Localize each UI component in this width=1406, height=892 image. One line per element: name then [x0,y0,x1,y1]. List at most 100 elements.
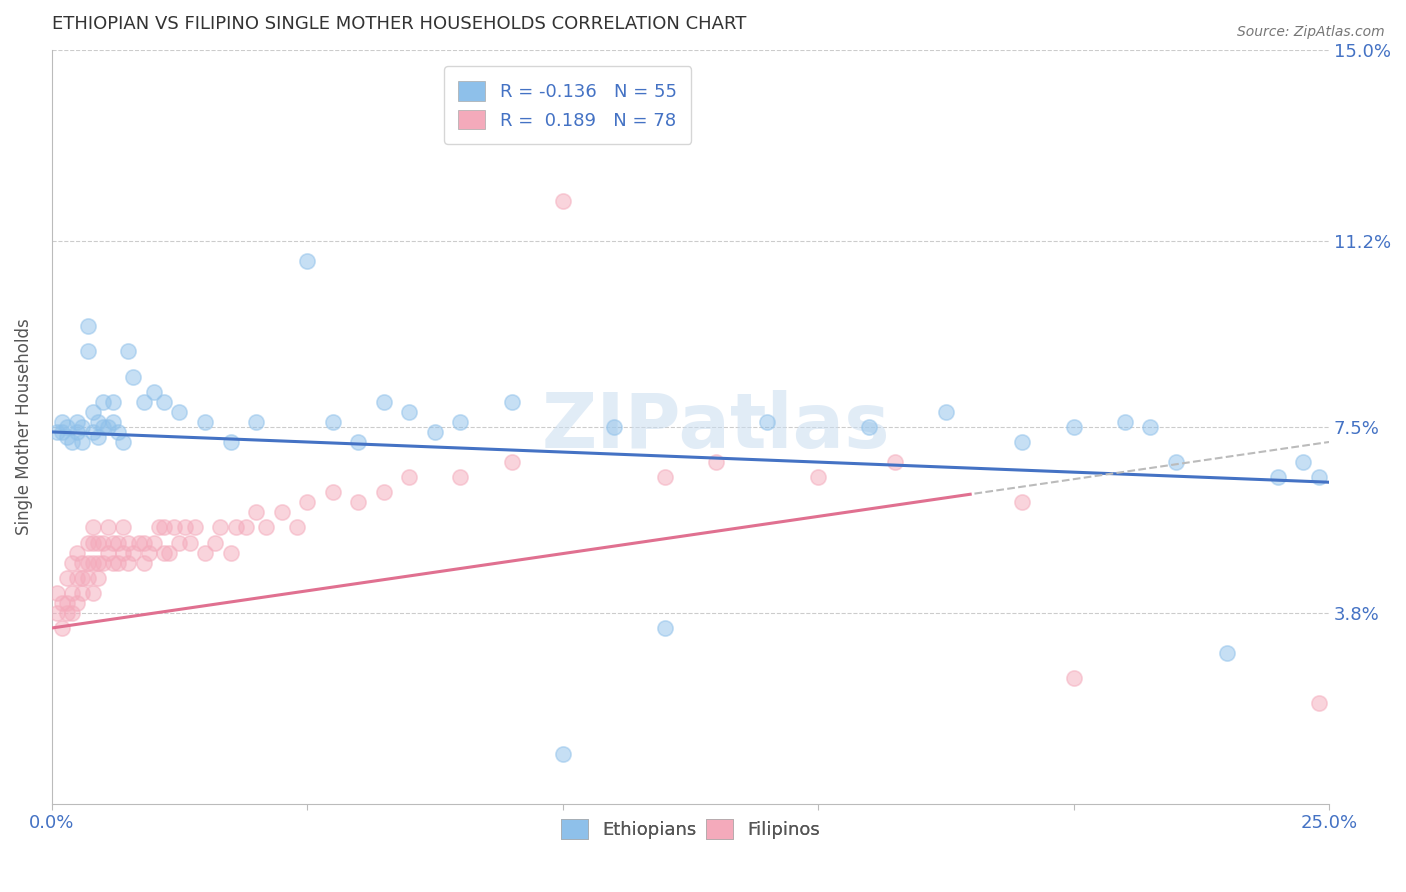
Point [704,455,727,469]
Point [101,556,124,570]
Point [45,586,67,600]
Point [91,535,114,549]
Point [97,420,120,434]
Point [72,586,94,600]
Text: ZIPatlas: ZIPatlas [541,390,890,464]
Text: Source: ZipAtlas.com: Source: ZipAtlas.com [1237,25,1385,39]
Point [204,535,226,549]
Point [1011,495,1033,509]
Point [225,520,247,534]
Point [82,425,104,439]
Point [122,369,145,384]
Point [82,535,104,549]
Point [87,415,110,429]
Point [107,425,129,439]
Point [107,535,129,549]
Point [1114,415,1136,429]
Point [157,546,180,560]
Point [76,535,98,549]
Point [184,520,207,534]
Point [235,520,257,534]
Point [142,384,165,399]
Point [450,470,472,484]
Point [245,505,267,519]
Point [66,425,89,439]
Point [169,405,191,419]
Point [82,586,104,600]
Point [373,394,395,409]
Point [270,505,292,519]
Point [87,571,110,585]
Point [97,520,120,534]
Point [347,435,370,450]
Point [219,546,242,560]
Point [1308,470,1330,484]
Point [56,596,79,610]
Point [398,405,420,419]
Point [45,425,67,439]
Point [245,415,267,429]
Point [1063,671,1085,685]
Point [51,621,73,635]
Point [112,435,135,450]
Point [858,420,880,434]
Point [91,556,114,570]
Point [51,415,73,429]
Point [76,319,98,334]
Point [285,520,308,534]
Point [60,435,83,450]
Point [128,535,150,549]
Point [112,546,135,560]
Point [654,470,676,484]
Point [398,470,420,484]
Point [45,606,67,620]
Point [132,556,155,570]
Point [423,425,446,439]
Point [101,394,124,409]
Point [72,556,94,570]
Point [153,394,176,409]
Point [117,344,139,359]
Point [219,435,242,450]
Point [87,430,110,444]
Point [347,495,370,509]
Point [163,520,186,534]
Point [603,420,626,434]
Point [295,495,318,509]
Point [173,520,195,534]
Point [56,420,79,434]
Point [373,485,395,500]
Point [101,415,124,429]
Point [122,546,145,560]
Point [807,470,830,484]
Point [194,415,217,429]
Legend: Ethiopians, Filipinos: Ethiopians, Filipinos [551,810,830,847]
Point [56,571,79,585]
Point [107,556,129,570]
Point [295,254,318,268]
Point [322,485,344,500]
Point [1139,420,1161,434]
Point [72,435,94,450]
Point [551,194,574,208]
Point [501,394,523,409]
Point [112,520,135,534]
Point [72,571,94,585]
Point [117,556,139,570]
Point [117,535,139,549]
Point [1216,646,1239,660]
Point [1267,470,1289,484]
Point [209,520,232,534]
Point [501,455,523,469]
Point [76,344,98,359]
Point [883,455,905,469]
Point [142,535,165,549]
Point [91,394,114,409]
Point [66,571,89,585]
Point [148,520,170,534]
Point [254,520,277,534]
Point [82,556,104,570]
Point [153,546,176,560]
Point [66,596,89,610]
Point [66,415,89,429]
